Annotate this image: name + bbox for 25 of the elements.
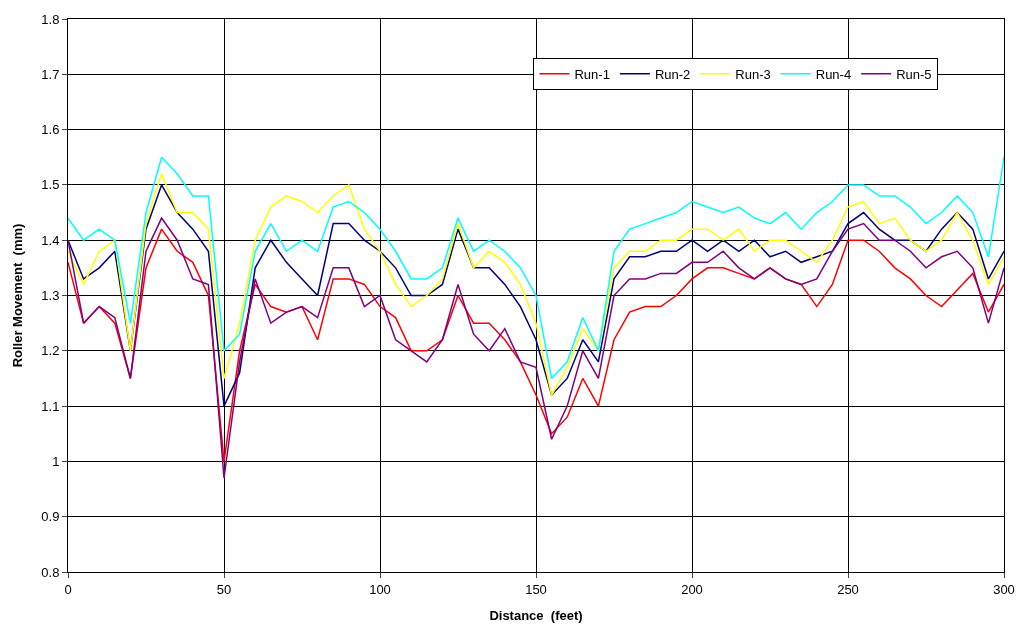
y-tick-label: 1.1 — [41, 398, 60, 414]
y-tick-label: 1.7 — [41, 66, 60, 82]
x-tick-label: 100 — [369, 581, 391, 597]
y-tick-label: 1.3 — [41, 288, 60, 304]
legend-label: Run-5 — [896, 66, 932, 82]
y-tick-label: 1.8 — [41, 11, 60, 27]
y-tick-label: 0.9 — [41, 509, 60, 525]
x-tick-label: 0 — [64, 581, 72, 597]
x-tick-label: 250 — [837, 581, 859, 597]
y-tick-label: 1.4 — [41, 232, 60, 248]
legend-label: Run-1 — [574, 66, 610, 82]
x-axis-title: Distance (feet) — [489, 608, 583, 624]
x-tick-label: 300 — [993, 581, 1015, 597]
y-tick-label: 1.5 — [41, 177, 60, 193]
y-axis-title: Roller Movement (mm) — [10, 223, 26, 368]
x-tick-label: 200 — [681, 581, 703, 597]
y-tick-label: 1.6 — [41, 122, 60, 138]
x-tick-label: 50 — [216, 581, 232, 597]
x-tick-label: 150 — [525, 581, 547, 597]
legend-label: Run-4 — [815, 66, 852, 82]
legend-label: Run-2 — [654, 66, 691, 82]
y-tick-label: 0.8 — [41, 564, 60, 580]
legend-label: Run-3 — [735, 66, 771, 82]
y-tick-label: 1.2 — [41, 343, 60, 359]
y-tick-label: 1 — [52, 453, 60, 469]
